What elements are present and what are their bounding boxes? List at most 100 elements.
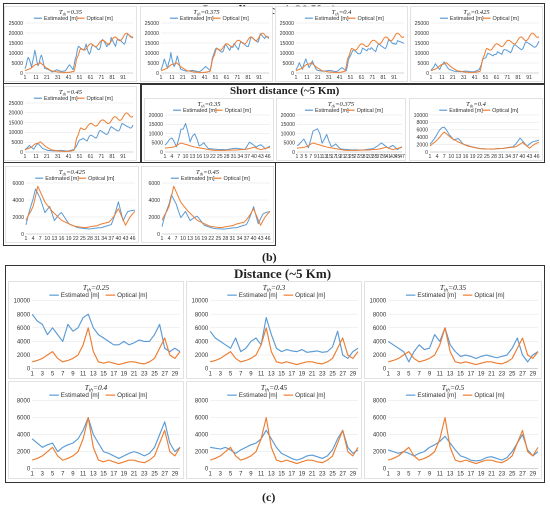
y-tick-label: 5000	[283, 141, 295, 147]
legend-estimated-label: Estimated [m]	[61, 292, 100, 299]
series-optical-line	[161, 185, 271, 229]
x-tick-label: 23	[319, 372, 326, 378]
y-tick-label: 2000	[17, 450, 31, 456]
panel-frame	[186, 381, 362, 479]
x-tick-label: 40	[116, 236, 122, 242]
y-tick-label: 8000	[373, 399, 387, 405]
x-tick-label: 4	[170, 154, 173, 160]
panel-frame	[140, 6, 273, 82]
x-tick-label: 13	[322, 154, 328, 160]
x-tick-label: 61	[224, 75, 230, 81]
x-tick-label: 19	[121, 472, 128, 478]
series-estimated-line	[160, 33, 270, 73]
x-tick-label: 5	[305, 154, 308, 160]
x-tick-label: 7	[417, 472, 421, 478]
panel-title: Tth=0.45	[59, 89, 83, 97]
x-tick-label: 3	[41, 372, 45, 378]
series-optical-line	[24, 32, 134, 73]
series-estimated-line	[210, 429, 359, 461]
x-tick-label: 10	[180, 236, 186, 242]
caption-b: (b)	[262, 250, 277, 264]
x-tick-label: 1	[386, 472, 390, 478]
y-tick-label: 4000	[195, 340, 209, 346]
x-tick-label: 4	[32, 236, 35, 242]
legend-estimated-label: Estimated [m]	[45, 176, 79, 182]
x-tick-label: 3	[397, 472, 401, 478]
y-tick-label: 0	[27, 467, 31, 473]
panel-frame	[275, 6, 408, 82]
x-tick-label: 19	[478, 472, 485, 478]
x-tick-label: 7	[239, 372, 243, 378]
x-tick-label: 39	[381, 154, 387, 160]
x-tick-label: 28	[223, 236, 229, 242]
y-tick-label: 15000	[145, 41, 160, 47]
x-tick-label: 13	[447, 372, 454, 378]
x-tick-label: 25	[151, 472, 158, 478]
legend-estimated-label: Estimated [m]	[180, 16, 214, 22]
series-optical-line	[164, 142, 271, 151]
x-tick-label: 61	[494, 75, 500, 81]
x-tick-label: 71	[98, 75, 104, 81]
x-tick-label: 41	[66, 154, 72, 160]
y-tick-label: 4000	[17, 433, 31, 439]
legend-estimated-label: Estimated [m]	[181, 176, 215, 182]
y-tick-label: 5000	[151, 141, 163, 147]
legend-optical-label: Optical [m]	[117, 292, 147, 299]
y-tick-label: 4000	[416, 135, 428, 141]
y-tick-label: 0	[21, 232, 24, 238]
legend-estimated-label: Estimated [m]	[44, 16, 78, 22]
x-tick-label: 9	[428, 472, 432, 478]
x-tick-label: 19	[478, 372, 485, 378]
legend-estimated-label: Estimated [m]	[315, 108, 349, 114]
legend-optical-label: Optical [m]	[357, 108, 384, 114]
x-tick-label: 1	[30, 372, 34, 378]
series-optical-line	[430, 32, 540, 73]
x-tick-label: 81	[109, 75, 115, 81]
x-tick-label: 21	[488, 372, 495, 378]
x-tick-label: 46	[265, 154, 271, 160]
y-tick-label: 0	[156, 71, 159, 77]
legend-optical-label: Optical [m]	[492, 108, 519, 114]
x-tick-label: 40	[251, 236, 257, 242]
legend-optical-label: Optical [m]	[474, 392, 504, 399]
panel-frame	[144, 98, 274, 161]
x-tick-label: 7	[417, 372, 421, 378]
panel-title: Tth=0.425	[463, 9, 490, 17]
series-estimated-line	[164, 122, 271, 151]
x-tick-label: 46	[265, 236, 271, 242]
legend-estimated-label: Estimated [m]	[61, 392, 100, 399]
x-tick-label: 41	[337, 75, 343, 81]
x-tick-label: 47	[399, 154, 405, 160]
x-tick-label: 28	[87, 236, 93, 242]
x-tick-label: 21	[131, 472, 138, 478]
x-tick-label: 4	[168, 236, 171, 242]
x-tick-label: 17	[288, 372, 295, 378]
x-tick-label: 1	[161, 236, 164, 242]
x-tick-label: 5	[51, 372, 55, 378]
x-tick-label: 29	[358, 154, 364, 160]
x-tick-label: 25	[329, 372, 336, 378]
y-tick-label: 6000	[373, 326, 387, 332]
x-tick-label: 1	[25, 236, 28, 242]
x-tick-label: 13	[90, 372, 97, 378]
x-tick-label: 19	[470, 154, 476, 160]
x-tick-label: 11	[80, 372, 87, 378]
panel-frame	[364, 381, 542, 479]
x-tick-label: 22	[477, 154, 483, 160]
series-optical-line	[296, 142, 403, 151]
x-tick-label: 19	[299, 372, 306, 378]
x-tick-label: 31	[55, 154, 61, 160]
x-tick-label: 17	[468, 472, 475, 478]
x-tick-label: 3	[41, 472, 45, 478]
x-tick-label: 31	[55, 75, 61, 81]
x-tick-label: 37	[244, 236, 250, 242]
panel-frame	[364, 281, 542, 379]
x-tick-label: 1	[208, 372, 212, 378]
x-tick-label: 21	[44, 75, 50, 81]
x-tick-label: 9	[314, 154, 317, 160]
long-distance-block	[3, 3, 545, 84]
short-distance-block	[141, 84, 545, 163]
